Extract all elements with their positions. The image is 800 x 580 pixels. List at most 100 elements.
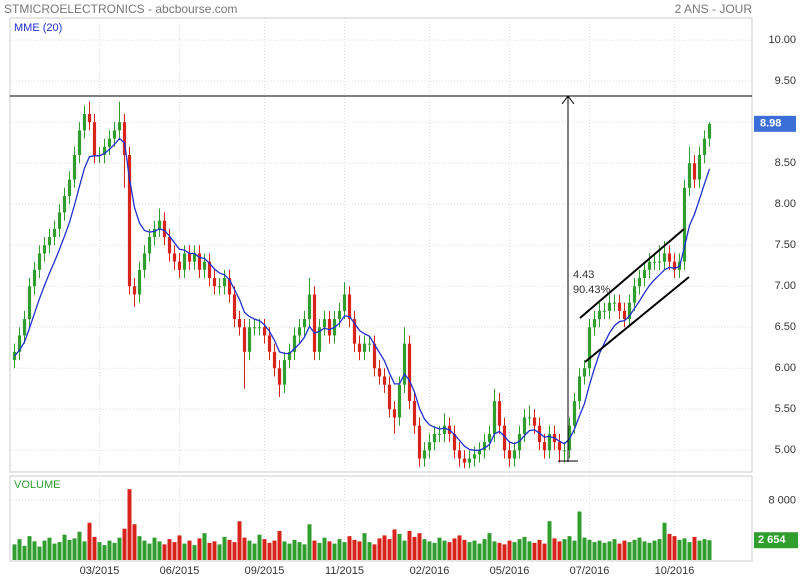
volume-bar <box>307 524 312 560</box>
volume-bar <box>72 538 77 560</box>
candle-body <box>222 278 227 287</box>
candle-body <box>392 409 397 418</box>
y-tick-label: 5.00 <box>775 444 796 456</box>
volume-bar <box>512 542 517 560</box>
candle-body <box>657 261 662 263</box>
volume-bar <box>112 542 117 560</box>
volume-bar <box>602 542 607 560</box>
candle-body <box>652 261 657 263</box>
volume-bar <box>507 540 512 560</box>
y-tick-label: 8.00 <box>775 198 796 210</box>
candle-body <box>582 368 587 377</box>
volume-bar <box>197 538 202 560</box>
candle-body <box>607 302 612 311</box>
volume-bar <box>452 538 457 560</box>
volume-bar <box>357 541 362 560</box>
x-tick-label: 09/2015 <box>245 565 285 577</box>
ma-legend: MME (20) <box>14 22 62 34</box>
candle-body <box>272 351 277 369</box>
last-volume-box <box>754 532 798 549</box>
volume-bar <box>142 540 147 560</box>
chart-title: STMICROELECTRONICS - abcbourse.com <box>4 2 237 16</box>
volume-bar <box>17 539 22 560</box>
candle-body <box>127 154 132 287</box>
x-tick-label: 07/2016 <box>570 565 610 577</box>
last-price-label: 8.98 <box>760 118 781 130</box>
candle-body <box>507 450 512 459</box>
volume-bar <box>12 544 17 560</box>
volume-bar <box>632 539 637 560</box>
candle-body <box>202 261 207 270</box>
candle-body <box>182 253 187 270</box>
candle-body <box>357 343 362 352</box>
volume-bar <box>597 540 602 560</box>
volume-bar <box>397 533 402 560</box>
volume-bar <box>222 536 227 560</box>
last-volume-label: 2 654 <box>758 534 786 546</box>
volume-bar <box>287 543 292 560</box>
y-tick-label: 6.50 <box>775 321 796 333</box>
volume-bar <box>52 543 57 560</box>
candle-body <box>157 220 162 229</box>
volume-bar <box>152 537 157 560</box>
candle-body <box>92 122 97 155</box>
candle-body <box>542 442 547 451</box>
candle-body <box>17 335 22 352</box>
candle-body <box>432 433 437 443</box>
candle-body <box>707 123 712 139</box>
volume-bar <box>657 539 662 560</box>
candle-body <box>87 113 92 123</box>
volume-bar <box>697 540 702 560</box>
volume-bar <box>412 536 417 560</box>
volume-bar <box>127 489 132 560</box>
volume-bar <box>642 541 647 560</box>
candle-body <box>277 368 282 385</box>
volume-bar <box>242 537 247 560</box>
candle-body <box>347 294 352 320</box>
candle-body <box>482 442 487 451</box>
volume-bar <box>362 533 367 560</box>
candle-body <box>497 401 502 426</box>
candle-body <box>562 450 567 452</box>
volume-bar <box>67 539 72 560</box>
candle-body <box>167 237 172 254</box>
candle-body <box>702 138 707 155</box>
volume-bar <box>292 539 297 560</box>
candle-body <box>32 269 37 287</box>
volume-bar <box>117 537 122 560</box>
volume-bar <box>542 543 547 560</box>
volume-bar <box>617 543 622 560</box>
volume-bar <box>227 539 232 560</box>
volume-bar <box>527 541 532 560</box>
arrow-head <box>561 95 575 105</box>
volume-bar <box>367 542 372 560</box>
volume-bar <box>562 539 567 560</box>
candle-body <box>692 163 697 180</box>
candle-body <box>62 196 67 213</box>
volume-bar <box>392 529 397 560</box>
volume-bar <box>267 542 272 560</box>
volume-bar <box>522 536 527 560</box>
volume-bar <box>612 539 617 560</box>
volume-bar <box>312 540 317 560</box>
volume-bar <box>487 533 492 560</box>
volume-bar <box>207 542 212 560</box>
candle-body <box>162 220 167 238</box>
volume-bar <box>437 537 442 560</box>
volume-bar <box>552 538 557 560</box>
candle-body <box>197 253 202 270</box>
volume-bar <box>57 542 62 560</box>
candle-body <box>252 327 257 329</box>
candle-body <box>257 327 262 329</box>
volume-bar <box>447 542 452 560</box>
candle-body <box>477 450 482 455</box>
volume-bar <box>432 542 437 560</box>
moving-average <box>14 137 711 451</box>
volume-bar <box>327 541 332 560</box>
candle-body <box>382 376 387 385</box>
volume-bar <box>492 541 497 560</box>
volume-bar <box>672 536 677 560</box>
volume-bar <box>297 542 302 560</box>
candle-body <box>342 294 347 311</box>
candle-body <box>647 261 652 270</box>
